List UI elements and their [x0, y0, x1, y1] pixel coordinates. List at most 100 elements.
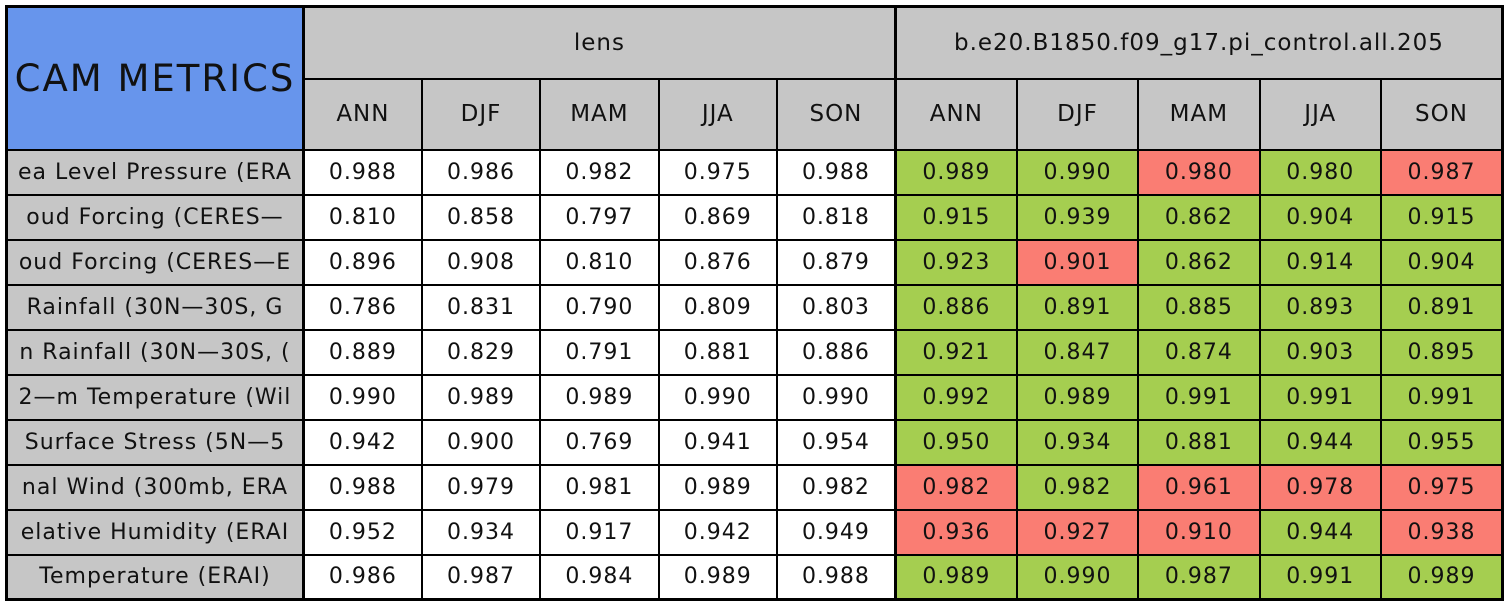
metric-label: Temperature (ERAI): [5, 553, 305, 601]
model-value-cell: 0.978: [1258, 463, 1382, 511]
model-value-cell: 0.944: [1258, 418, 1382, 466]
lens-value-cell: 0.987: [420, 553, 542, 601]
model-value-cell: 0.955: [1379, 418, 1504, 466]
model-value-cell: 0.950: [893, 418, 1018, 466]
model-value-cell: 0.903: [1258, 328, 1382, 376]
model-value-cell: 0.939: [1015, 193, 1140, 241]
model-value-cell: 0.862: [1137, 193, 1261, 241]
lens-value-cell: 0.979: [420, 463, 542, 511]
lens-value-cell: 0.896: [301, 238, 423, 286]
model-value-cell: 0.992: [893, 373, 1018, 421]
model-value-cell: 0.936: [893, 508, 1018, 556]
season-header-model-jja: JJA: [1258, 77, 1382, 151]
model-value-cell: 0.989: [893, 553, 1018, 601]
lens-value-cell: 0.990: [301, 373, 423, 421]
metric-row: nal Wind (300mb, ERA 0.988 0.979 0.981 0.989…: [5, 463, 1504, 511]
model-value-cell: 0.862: [1137, 238, 1261, 286]
season-header-row: ANN DJF MAM JJA SON ANN DJF MAM JJA SON: [7, 77, 1504, 151]
group-header-lens: lens: [301, 5, 897, 80]
model-value-cell: 0.991: [1137, 373, 1261, 421]
model-value-cell: 0.874: [1137, 328, 1261, 376]
model-value-cell: 0.910: [1137, 508, 1261, 556]
season-header-lens-mam: MAM: [539, 77, 660, 151]
model-value-cell: 0.891: [1379, 283, 1504, 331]
model-value-cell: 0.885: [1137, 283, 1261, 331]
model-value-cell: 0.886: [893, 283, 1018, 331]
lens-value-cell: 0.988: [301, 148, 423, 196]
metric-row: oud Forcing (CERES—E 0.896 0.908 0.810 0.876…: [5, 238, 1504, 286]
table-title: CAM METRICS: [5, 5, 305, 151]
lens-value-cell: 0.990: [657, 373, 778, 421]
lens-value-cell: 0.818: [775, 193, 897, 241]
lens-value-cell: 0.989: [657, 553, 778, 601]
lens-value-cell: 0.942: [657, 508, 778, 556]
lens-value-cell: 0.831: [420, 283, 542, 331]
season-header-lens-ann: ANN: [301, 77, 423, 151]
lens-value-cell: 0.810: [301, 193, 423, 241]
model-value-cell: 0.891: [1015, 283, 1140, 331]
season-header-model-mam: MAM: [1137, 77, 1261, 151]
lens-value-cell: 0.975: [657, 148, 778, 196]
group-header-row: CAM METRICS lens b.e20.B1850.f09_g17.pi_…: [5, 5, 1504, 151]
lens-value-cell: 0.917: [539, 508, 660, 556]
model-value-cell: 0.990: [1015, 148, 1140, 196]
lens-value-cell: 0.810: [539, 238, 660, 286]
model-value-cell: 0.989: [1379, 553, 1504, 601]
model-value-cell: 0.991: [1379, 373, 1504, 421]
metric-label: elative Humidity (ERAI: [5, 508, 305, 556]
model-value-cell: 0.923: [893, 238, 1018, 286]
model-value-cell: 0.980: [1137, 148, 1261, 196]
lens-value-cell: 0.954: [775, 418, 897, 466]
metric-row: elative Humidity (ERAI 0.952 0.934 0.917 0.9…: [5, 508, 1504, 556]
model-value-cell: 0.901: [1015, 238, 1140, 286]
lens-value-cell: 0.989: [539, 373, 660, 421]
model-value-cell: 0.944: [1258, 508, 1382, 556]
lens-value-cell: 0.809: [657, 283, 778, 331]
model-value-cell: 0.915: [893, 193, 1018, 241]
lens-value-cell: 0.942: [301, 418, 423, 466]
model-value-cell: 0.991: [1258, 373, 1382, 421]
metric-label: n Rainfall (30N—30S, (: [5, 328, 305, 376]
model-value-cell: 0.991: [1258, 553, 1382, 601]
lens-value-cell: 0.986: [301, 553, 423, 601]
metric-label: Surface Stress (5N—5: [5, 418, 305, 466]
lens-value-cell: 0.982: [539, 148, 660, 196]
lens-value-cell: 0.797: [539, 193, 660, 241]
metric-row: 2—m Temperature (Wil 0.990 0.989 0.989 0.990…: [5, 373, 1504, 421]
model-value-cell: 0.975: [1379, 463, 1504, 511]
season-header-lens-jja: JJA: [657, 77, 778, 151]
lens-value-cell: 0.934: [420, 508, 542, 556]
lens-value-cell: 0.981: [539, 463, 660, 511]
lens-value-cell: 0.786: [301, 283, 423, 331]
lens-value-cell: 0.952: [301, 508, 423, 556]
lens-value-cell: 0.988: [775, 553, 897, 601]
model-value-cell: 0.881: [1137, 418, 1261, 466]
lens-value-cell: 0.986: [420, 148, 542, 196]
metric-row: oud Forcing (CERES— 0.810 0.858 0.797 0.869 0…: [5, 193, 1504, 241]
model-value-cell: 0.989: [893, 148, 1018, 196]
metric-label: oud Forcing (CERES—: [5, 193, 305, 241]
model-value-cell: 0.938: [1379, 508, 1504, 556]
model-value-cell: 0.987: [1379, 148, 1504, 196]
lens-value-cell: 0.803: [775, 283, 897, 331]
metric-row: Rainfall (30N—30S, G 0.786 0.831 0.790 0.809…: [5, 283, 1504, 331]
metric-label: ea Level Pressure (ERA: [5, 148, 305, 196]
cam-metrics-table: CAM METRICS lens b.e20.B1850.f09_g17.pi_…: [5, 5, 1504, 601]
model-value-cell: 0.921: [893, 328, 1018, 376]
lens-value-cell: 0.982: [775, 463, 897, 511]
metric-label: nal Wind (300mb, ERA: [5, 463, 305, 511]
model-value-cell: 0.989: [1015, 373, 1140, 421]
model-value-cell: 0.980: [1258, 148, 1382, 196]
season-header-model-son: SON: [1379, 77, 1504, 151]
model-value-cell: 0.914: [1258, 238, 1382, 286]
lens-value-cell: 0.881: [657, 328, 778, 376]
lens-value-cell: 0.989: [657, 463, 778, 511]
lens-value-cell: 0.858: [420, 193, 542, 241]
lens-value-cell: 0.988: [301, 463, 423, 511]
lens-value-cell: 0.949: [775, 508, 897, 556]
season-header-lens-son: SON: [775, 77, 897, 151]
metric-label: Rainfall (30N—30S, G: [5, 283, 305, 331]
metrics-table-wrapper: CAM METRICS lens b.e20.B1850.f09_g17.pi_…: [5, 5, 1504, 601]
model-value-cell: 0.847: [1015, 328, 1140, 376]
group-header-model-case: b.e20.B1850.f09_g17.pi_control.all.205: [893, 5, 1504, 80]
